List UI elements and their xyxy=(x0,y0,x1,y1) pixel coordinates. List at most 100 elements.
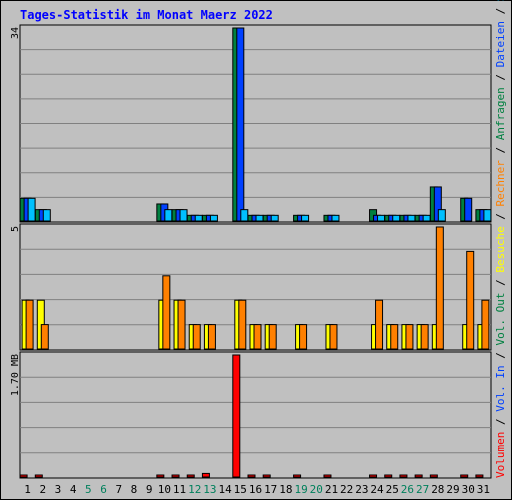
bar-rechner-day-27 xyxy=(420,324,429,350)
x-tick-label-day-27: 27 xyxy=(416,483,429,496)
series-seiten xyxy=(27,197,492,222)
legend-separator: / xyxy=(494,140,507,160)
bar-dateien-day-30 xyxy=(464,197,473,222)
bar-volumen-day-30 xyxy=(460,474,469,478)
bar-seiten-day-16 xyxy=(255,214,264,222)
bar-rechner-day-12 xyxy=(192,324,201,350)
x-tick-label-day-25: 25 xyxy=(386,483,399,496)
bar-seiten-day-28 xyxy=(437,209,446,222)
bar-seiten-day-1 xyxy=(27,197,36,222)
legend-entry-seiten: Seiten xyxy=(494,0,507,1)
x-tick-label-day-17: 17 xyxy=(264,483,277,496)
bar-volumen-day-27 xyxy=(414,474,423,478)
x-tick-label-day-5: 5 xyxy=(85,483,92,496)
legend-separator: / xyxy=(494,346,507,366)
bar-rechner-day-30 xyxy=(466,250,475,350)
series-rechner xyxy=(25,226,490,350)
chart-title: Tages-Statistik im Monat Maerz 2022 xyxy=(20,8,273,22)
bar-volumen-day-21 xyxy=(323,474,332,478)
bar-volumen-day-13 xyxy=(201,472,210,478)
x-tick-label-day-13: 13 xyxy=(203,483,216,496)
x-tick-label-day-4: 4 xyxy=(70,483,77,496)
bar-rechner-day-19 xyxy=(299,324,308,350)
legend-entry-vol-out: Vol. Out xyxy=(494,293,507,346)
panel-hits-scale-label: 34 xyxy=(10,27,21,39)
bar-seiten-day-17 xyxy=(270,214,279,222)
x-tick-label-day-22: 22 xyxy=(340,483,353,496)
x-tick-label-day-30: 30 xyxy=(462,483,475,496)
panel-visits-scale-label: 5 xyxy=(10,226,21,232)
x-tick-label-day-15: 15 xyxy=(234,483,247,496)
legend-text: Volumen / Vol. In / Vol. Out / Besuche /… xyxy=(494,0,507,478)
panel-visits: 5 xyxy=(10,223,492,351)
bar-volumen-day-31 xyxy=(475,474,484,478)
chart-panels: 34 5 1.70 MB Volumen / Vol. In / Vol. Out /… xyxy=(10,0,507,479)
legend-entry-anfragen: Anfragen xyxy=(494,87,507,140)
x-tick-label-day-16: 16 xyxy=(249,483,262,496)
bar-volumen-day-17 xyxy=(262,474,271,478)
bar-volumen-day-11 xyxy=(171,474,180,478)
legend-entry-besuche: Besuche xyxy=(494,226,507,272)
x-tick-label-day-12: 12 xyxy=(188,483,201,496)
bar-volumen-day-1 xyxy=(19,474,28,478)
bar-seiten-day-25 xyxy=(392,214,401,222)
x-tick-label-day-11: 11 xyxy=(173,483,186,496)
x-tick-label-day-28: 28 xyxy=(431,483,444,496)
x-tick-label-day-7: 7 xyxy=(115,483,122,496)
bar-rechner-day-24 xyxy=(375,299,384,350)
x-tick-label-day-3: 3 xyxy=(55,483,62,496)
x-tick-label-day-24: 24 xyxy=(370,483,384,496)
bar-rechner-day-15 xyxy=(238,299,247,350)
legend-entry-vol-in: Vol. In xyxy=(494,365,507,411)
bar-rechner-day-10 xyxy=(162,275,171,350)
bar-rechner-day-25 xyxy=(390,324,399,350)
legend-separator: / xyxy=(494,206,507,226)
bar-seiten-day-13 xyxy=(209,214,218,222)
x-tick-label-day-26: 26 xyxy=(401,483,414,496)
bar-rechner-day-1 xyxy=(25,299,34,350)
legend-separator: / xyxy=(494,67,507,87)
x-tick-label-day-19: 19 xyxy=(294,483,307,496)
legend-entry-rechner: Rechner xyxy=(494,160,507,207)
x-axis-labels: 1 2 3 4 5 6 7 8 9 10 11 12 13 14 15 16 17 18 19 20 21 22 23 24 2… xyxy=(24,483,490,496)
bar-seiten-day-27 xyxy=(422,214,431,222)
bar-volumen-day-28 xyxy=(429,474,438,478)
x-tick-label-day-8: 8 xyxy=(131,483,138,496)
bar-seiten-day-26 xyxy=(407,214,416,222)
legend-entry-volumen: Volumen xyxy=(494,432,507,478)
chart-legend: Volumen / Vol. In / Vol. Out / Besuche /… xyxy=(494,0,507,478)
bar-seiten-day-11 xyxy=(179,209,188,222)
bar-seiten-day-10 xyxy=(164,209,173,222)
bar-seiten-day-21 xyxy=(331,214,340,222)
legend-separator: / xyxy=(494,273,507,293)
x-tick-label-day-18: 18 xyxy=(279,483,292,496)
x-tick-label-day-29: 29 xyxy=(446,483,459,496)
bar-rechner-day-31 xyxy=(481,299,490,350)
x-tick-label-day-31: 31 xyxy=(477,483,490,496)
bar-seiten-day-31 xyxy=(483,209,492,222)
bar-volumen-day-26 xyxy=(399,474,408,478)
bar-rechner-day-11 xyxy=(177,299,186,350)
bar-volumen-day-24 xyxy=(369,474,378,478)
legend-separator: / xyxy=(494,1,507,21)
legend-separator: / xyxy=(494,412,507,432)
bar-rechner-day-26 xyxy=(405,324,414,350)
bar-rechner-day-21 xyxy=(329,324,338,350)
series-volumen xyxy=(19,354,484,478)
x-tick-label-day-2: 2 xyxy=(39,483,46,496)
bar-volumen-day-19 xyxy=(293,474,302,478)
bar-volumen-day-15 xyxy=(232,354,241,478)
bar-seiten-day-15 xyxy=(240,209,249,222)
x-tick-label-day-6: 6 xyxy=(100,483,107,496)
bar-seiten-day-24 xyxy=(377,214,386,222)
panel-volume-frame xyxy=(19,351,492,479)
legend-entry-dateien: Dateien xyxy=(494,21,507,67)
x-tick-label-day-10: 10 xyxy=(158,483,171,496)
bar-seiten-day-19 xyxy=(301,214,310,222)
bar-rechner-day-17 xyxy=(268,324,277,350)
bar-volumen-day-12 xyxy=(186,474,195,478)
x-tick-label-day-23: 23 xyxy=(355,483,368,496)
bar-seiten-day-12 xyxy=(194,214,203,222)
bar-rechner-day-2 xyxy=(40,324,49,350)
